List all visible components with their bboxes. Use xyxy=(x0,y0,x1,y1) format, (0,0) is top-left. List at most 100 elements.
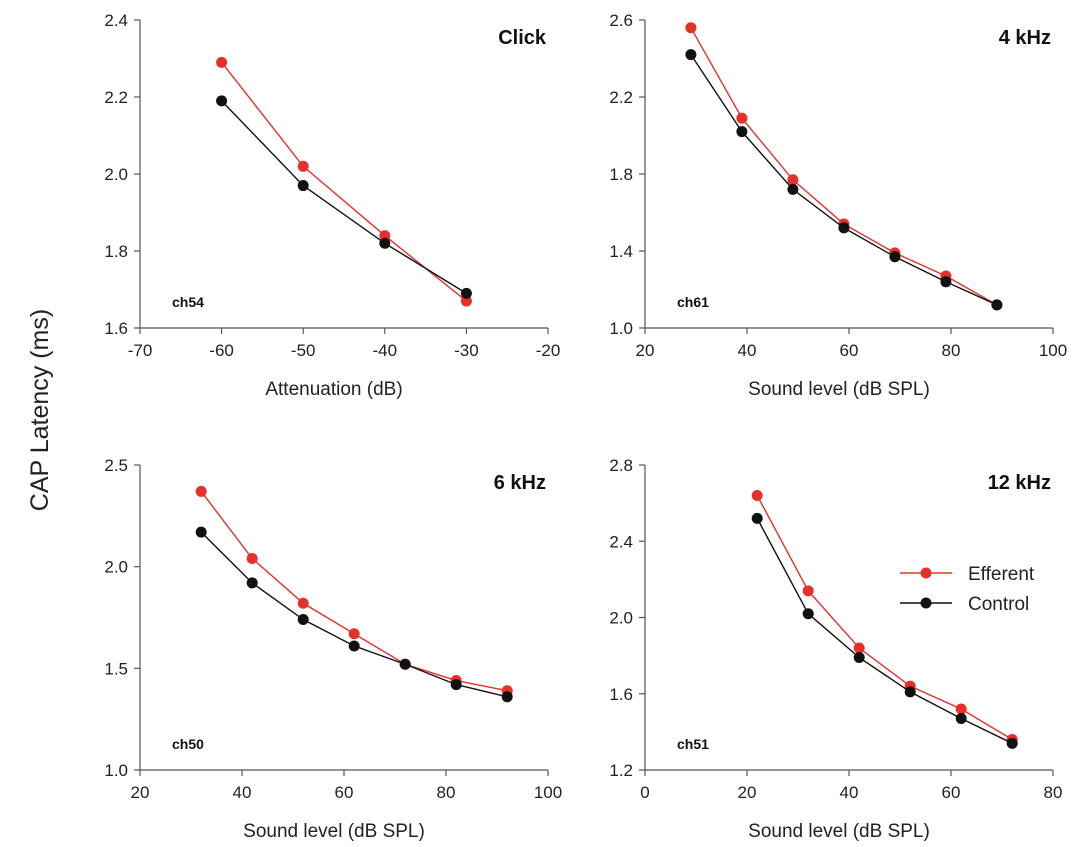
data-point-efferent xyxy=(348,628,360,640)
x-tick-label: 80 xyxy=(942,341,961,360)
y-tick-label: 2.2 xyxy=(609,88,633,107)
data-point-control xyxy=(787,183,799,195)
x-tick-label: 40 xyxy=(738,341,757,360)
x-tick-label: 80 xyxy=(1044,783,1063,802)
data-point-control xyxy=(450,679,462,691)
series-line-efferent xyxy=(756,495,1013,741)
data-point-control xyxy=(685,49,697,61)
x-tick-label: -20 xyxy=(536,341,561,360)
series-line-efferent xyxy=(690,27,998,306)
y-tick-label: 2.4 xyxy=(104,11,128,30)
data-point-control xyxy=(802,608,814,620)
x-tick-label: 60 xyxy=(335,783,354,802)
chart-panel-1: 1.6 1.8 2.0 2.2 2.4 -70 -60 -50 -40 -30 -20 Attenua… xyxy=(104,11,560,400)
y-tick-label: 2.6 xyxy=(609,11,633,30)
panel-channel-label: ch54 xyxy=(172,294,204,310)
x-tick-label: 80 xyxy=(437,783,456,802)
data-point-control xyxy=(736,126,748,138)
shared-y-axis-label: CAP Latency (ms) xyxy=(26,309,54,511)
x-axis-title: Attenuation (dB) xyxy=(265,379,402,400)
data-point-efferent xyxy=(246,553,258,565)
data-point-control xyxy=(955,713,967,725)
chart-panel-2: 1.0 1.4 1.8 2.2 2.6 20 40 60 80 100 Sound level (d… xyxy=(609,11,1067,400)
series-line-control xyxy=(756,518,1013,744)
data-point-control xyxy=(246,577,258,589)
y-tick-label: 2.8 xyxy=(609,456,633,475)
x-tick-label: 60 xyxy=(840,341,859,360)
y-tick-label: 2.0 xyxy=(104,558,128,577)
data-point-control xyxy=(399,658,411,670)
data-point-efferent xyxy=(955,703,967,715)
y-tick-label: 2.0 xyxy=(609,609,633,628)
data-point-efferent xyxy=(460,295,472,307)
x-tick-label: 100 xyxy=(534,783,562,802)
data-point-control xyxy=(348,640,360,652)
y-tick-label: 2.0 xyxy=(104,165,128,184)
data-point-control xyxy=(751,512,763,524)
x-axis-title: Sound level (dB SPL) xyxy=(748,821,930,842)
y-tick-label: 1.0 xyxy=(609,319,633,338)
y-tick-label: 2.5 xyxy=(104,456,128,475)
data-point-control xyxy=(379,237,391,249)
legend-label: Efferent xyxy=(968,564,1035,585)
data-point-control xyxy=(838,222,850,234)
x-tick-label: -60 xyxy=(209,341,234,360)
y-tick-label: 1.0 xyxy=(104,761,128,780)
legend-marker xyxy=(920,597,932,609)
series-line-control xyxy=(690,54,998,306)
panel-title: 4 kHz xyxy=(999,27,1051,49)
y-tick-label: 1.4 xyxy=(609,242,633,261)
x-tick-label: 100 xyxy=(1039,341,1067,360)
data-point-control xyxy=(195,526,207,538)
y-tick-label: 2.2 xyxy=(104,88,128,107)
y-tick-label: 2.4 xyxy=(609,532,633,551)
series-line-efferent xyxy=(221,61,467,302)
legend-marker xyxy=(920,567,932,579)
data-point-efferent xyxy=(802,585,814,597)
x-tick-label: 40 xyxy=(840,783,859,802)
x-axis-title: Sound level (dB SPL) xyxy=(243,821,425,842)
y-tick-label: 1.6 xyxy=(104,319,128,338)
series-line-efferent xyxy=(200,491,508,692)
data-point-control xyxy=(853,652,865,664)
data-point-control xyxy=(940,276,952,288)
data-point-efferent xyxy=(297,160,309,172)
panel-channel-label: ch61 xyxy=(677,294,709,310)
x-tick-label: 20 xyxy=(738,783,757,802)
x-tick-label: 40 xyxy=(233,783,252,802)
panel-title: 6 kHz xyxy=(494,472,546,494)
data-point-control xyxy=(216,95,228,107)
chart-panels: 1.6 1.8 2.0 2.2 2.4 -70 -60 -50 -40 -30 -20 Attenua… xyxy=(104,11,1067,842)
data-point-efferent xyxy=(736,112,748,124)
chart-panel-4: 1.2 1.6 2.0 2.4 2.8 0 20 40 60 80 Sound level (dB … xyxy=(609,456,1062,842)
x-tick-label: 60 xyxy=(942,783,961,802)
data-point-efferent xyxy=(751,490,763,501)
x-axis-title: Sound level (dB SPL) xyxy=(748,379,930,400)
data-point-efferent xyxy=(216,56,228,68)
series-line-control xyxy=(221,100,467,294)
data-point-control xyxy=(297,180,309,192)
y-tick-label: 1.8 xyxy=(104,242,128,261)
x-tick-label: 20 xyxy=(131,783,150,802)
data-point-control xyxy=(889,251,901,263)
legend: Efferent Control xyxy=(900,564,1035,615)
y-tick-label: 1.6 xyxy=(609,685,633,704)
data-point-efferent xyxy=(787,174,799,186)
data-point-control xyxy=(460,287,472,299)
data-point-efferent xyxy=(195,485,207,497)
x-tick-label: 20 xyxy=(636,341,655,360)
panel-title: Click xyxy=(498,27,547,49)
y-tick-label: 1.2 xyxy=(609,761,633,780)
data-point-control xyxy=(904,686,916,698)
x-tick-label: -70 xyxy=(128,341,153,360)
y-tick-label: 1.8 xyxy=(609,165,633,184)
data-point-efferent xyxy=(297,597,309,609)
data-point-control xyxy=(991,299,1003,311)
x-tick-label: -40 xyxy=(373,341,398,360)
panel-channel-label: ch50 xyxy=(172,736,204,752)
panel-title: 12 kHz xyxy=(988,472,1051,494)
data-point-efferent xyxy=(685,22,697,34)
y-tick-label: 1.5 xyxy=(104,659,128,678)
x-tick-label: 0 xyxy=(640,783,649,802)
